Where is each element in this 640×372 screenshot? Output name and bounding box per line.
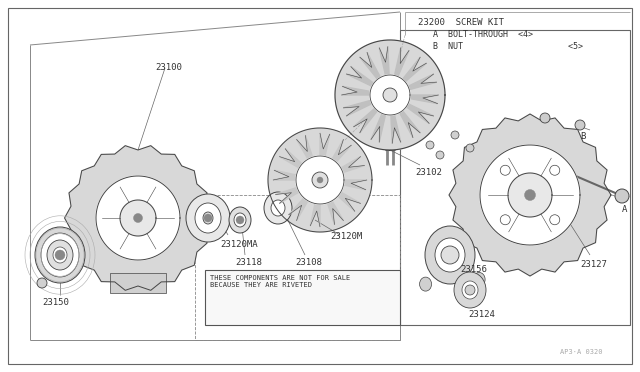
Polygon shape [342,86,390,95]
Polygon shape [346,67,390,95]
Text: 23100: 23100 [155,63,182,72]
Text: 23156: 23156 [460,265,487,274]
Text: 23118: 23118 [235,258,262,267]
Ellipse shape [234,213,246,227]
Polygon shape [320,133,330,180]
Polygon shape [335,40,445,150]
Ellipse shape [35,227,85,283]
Ellipse shape [195,203,221,233]
Circle shape [500,165,510,175]
Polygon shape [320,180,367,190]
Bar [195,195,400,340]
Ellipse shape [454,272,486,308]
Circle shape [37,278,47,288]
Polygon shape [371,95,390,142]
Polygon shape [275,180,320,203]
Circle shape [540,113,550,123]
Ellipse shape [473,272,485,286]
Circle shape [236,216,244,224]
Ellipse shape [186,194,230,242]
Circle shape [451,131,459,139]
Bar [205,270,400,325]
Polygon shape [289,180,320,221]
Circle shape [466,144,474,152]
Text: 23120M: 23120M [330,232,362,241]
Polygon shape [480,145,580,245]
Ellipse shape [435,238,465,272]
Polygon shape [353,95,390,133]
Text: 23102: 23102 [415,168,442,177]
Ellipse shape [203,212,213,224]
Circle shape [615,189,629,203]
Ellipse shape [47,240,73,270]
Circle shape [441,246,459,264]
Text: 23124: 23124 [468,310,495,319]
Text: B  NUT                     <5>: B NUT <5> [418,42,583,51]
Circle shape [575,120,585,130]
Circle shape [525,189,536,201]
Circle shape [500,215,510,225]
Polygon shape [343,95,390,116]
Text: B: B [580,132,586,141]
Polygon shape [390,95,420,138]
Polygon shape [449,114,611,276]
Polygon shape [390,74,436,95]
Polygon shape [320,140,351,180]
Polygon shape [268,128,372,232]
Text: AP3·A 0320: AP3·A 0320 [560,349,602,355]
Ellipse shape [462,281,478,299]
Circle shape [465,285,475,295]
Polygon shape [508,173,552,217]
Text: 23200  SCREW KIT: 23200 SCREW KIT [418,18,504,27]
Circle shape [55,250,65,260]
Circle shape [436,151,444,159]
Polygon shape [320,180,344,225]
Circle shape [317,177,323,183]
Ellipse shape [425,226,475,284]
Circle shape [312,172,328,188]
Polygon shape [390,57,426,95]
Text: 23120MA: 23120MA [220,240,258,249]
Polygon shape [320,157,365,180]
Ellipse shape [420,277,431,291]
Ellipse shape [271,200,285,216]
Polygon shape [280,149,320,180]
Circle shape [426,141,434,149]
Polygon shape [96,176,180,260]
Circle shape [550,215,560,225]
Text: THESE COMPONENTS ARE NOT FOR SALE
BECAUSE THEY ARE RIVETED: THESE COMPONENTS ARE NOT FOR SALE BECAUS… [210,275,350,288]
Polygon shape [310,180,320,227]
Ellipse shape [264,192,292,224]
Text: 23150: 23150 [42,298,69,307]
Circle shape [134,214,143,222]
Polygon shape [380,46,390,95]
Ellipse shape [229,207,251,233]
Polygon shape [320,180,360,211]
Circle shape [204,214,212,222]
Polygon shape [390,95,434,124]
Ellipse shape [53,247,67,263]
Polygon shape [120,200,156,236]
Ellipse shape [41,233,79,277]
Polygon shape [390,48,409,95]
Text: 23108: 23108 [295,258,322,267]
Text: 23127: 23127 [580,260,607,269]
Polygon shape [360,52,390,95]
Text: A  BOLT-THROUGH  <4>: A BOLT-THROUGH <4> [418,30,533,39]
Bar [110,273,166,293]
Polygon shape [273,170,320,180]
Bar [400,30,630,325]
Circle shape [383,88,397,102]
Text: A: A [622,205,627,214]
Polygon shape [370,75,410,115]
Polygon shape [390,95,438,104]
Polygon shape [296,156,344,204]
Polygon shape [296,135,320,180]
Circle shape [550,165,560,175]
Polygon shape [65,146,211,290]
Polygon shape [390,95,401,143]
